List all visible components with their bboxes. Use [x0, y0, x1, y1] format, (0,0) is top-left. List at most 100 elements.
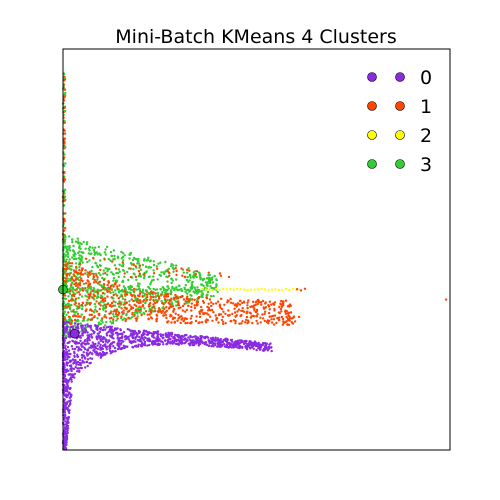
- data-point-2727: [200, 340, 204, 343]
- data-point-3043: [141, 288, 145, 291]
- data-point-33: [94, 308, 97, 311]
- data-point-2340: [94, 342, 97, 346]
- data-point-2801: [106, 341, 109, 344]
- data-point-105: [186, 292, 189, 295]
- data-point-749: [75, 310, 78, 313]
- data-point-2836: [80, 343, 83, 346]
- data-point-2306: [70, 380, 73, 383]
- data-point-1419: [184, 310, 187, 313]
- data-point-855: [200, 283, 203, 286]
- data-point-249: [175, 304, 178, 307]
- data-point-2697: [64, 371, 68, 374]
- data-point-1411: [187, 304, 190, 308]
- data-point-1486: [152, 298, 155, 302]
- data-point-2432: [109, 352, 112, 355]
- data-point-2341: [188, 338, 191, 341]
- data-point-687: [143, 274, 146, 278]
- data-point-711: [86, 260, 89, 264]
- data-point-2552: [166, 342, 169, 345]
- data-point-1032: [112, 310, 115, 313]
- data-point-1227: [190, 309, 193, 312]
- data-point-2834: [67, 321, 71, 324]
- data-point-3076: [239, 287, 242, 291]
- data-point-1281: [288, 305, 291, 308]
- data-point-2660: [175, 334, 178, 337]
- data-point-1251: [278, 319, 281, 322]
- data-point-110: [68, 244, 71, 248]
- data-point-1143: [73, 318, 77, 322]
- data-point-1578: [85, 308, 88, 311]
- data-point-2523: [107, 339, 111, 342]
- data-point-2435: [129, 334, 132, 337]
- data-point-739: [152, 278, 155, 282]
- data-point-1569: [91, 296, 95, 299]
- data-point-218: [170, 281, 173, 285]
- data-point-2581: [81, 353, 84, 357]
- data-point-691: [145, 270, 148, 273]
- data-point-657: [80, 242, 83, 246]
- data-point-447: [188, 279, 191, 282]
- legend: 0 1 2 3: [367, 67, 432, 176]
- data-point-1159: [146, 295, 149, 299]
- data-point-2710: [135, 332, 138, 335]
- data-point-1879: [86, 364, 89, 368]
- data-point-2286: [116, 347, 120, 351]
- data-point-1414: [141, 305, 144, 308]
- data-point-642: [174, 264, 178, 267]
- data-point-2941: [65, 394, 69, 397]
- data-point-2504: [131, 345, 134, 349]
- data-point-1507: [138, 299, 142, 302]
- data-point-1432: [109, 303, 112, 307]
- data-point-2809: [208, 339, 211, 342]
- data-point-865: [148, 260, 152, 263]
- data-point-1009: [259, 321, 262, 324]
- data-point-2857: [146, 333, 149, 336]
- data-point-1491: [149, 298, 152, 301]
- data-point-1482: [175, 295, 178, 298]
- data-point-1073: [70, 262, 74, 265]
- data-point-588: [68, 307, 72, 311]
- data-point-1549: [195, 301, 199, 304]
- data-point-1350: [259, 301, 263, 304]
- data-point-1297: [103, 297, 107, 300]
- data-point-328: [174, 300, 178, 303]
- data-point-1345: [66, 272, 69, 275]
- data-point-2841: [140, 337, 143, 340]
- data-point-1402: [180, 315, 183, 318]
- data-point-1354: [64, 280, 68, 283]
- data-point-2626: [223, 343, 226, 346]
- data-point-1193: [161, 309, 165, 313]
- data-point-1282: [66, 262, 69, 265]
- data-point-2978: [66, 416, 69, 419]
- data-point-3074: [232, 288, 235, 291]
- data-point-2740: [216, 345, 219, 348]
- data-point-1472: [93, 315, 96, 318]
- data-point-1990: [96, 347, 100, 351]
- data-point-1298: [71, 315, 75, 318]
- data-point-2155: [230, 338, 234, 342]
- data-point-876: [104, 267, 107, 270]
- data-point-799: [68, 235, 71, 238]
- data-point-2556: [73, 372, 77, 376]
- data-point-968: [98, 280, 102, 283]
- data-point-2771: [97, 342, 100, 345]
- data-point-1619: [129, 267, 132, 270]
- data-point-1107: [96, 276, 99, 279]
- data-point-330: [186, 275, 189, 279]
- data-point-1545: [183, 317, 187, 320]
- data-point-357: [91, 265, 94, 269]
- data-point-2553: [258, 345, 261, 349]
- data-point-3075: [235, 287, 239, 290]
- data-point-193: [72, 257, 76, 261]
- data-point-3045: [148, 287, 152, 290]
- data-point-1844: [82, 361, 86, 364]
- data-point-332: [112, 249, 116, 252]
- data-point-1337: [156, 300, 159, 303]
- data-point-2247: [102, 326, 106, 329]
- data-point-250: [123, 317, 126, 320]
- data-point-619: [67, 279, 70, 283]
- data-point-2483: [113, 327, 117, 330]
- data-point-1041: [67, 299, 71, 303]
- data-point-565: [64, 307, 67, 310]
- data-point-426: [98, 264, 102, 267]
